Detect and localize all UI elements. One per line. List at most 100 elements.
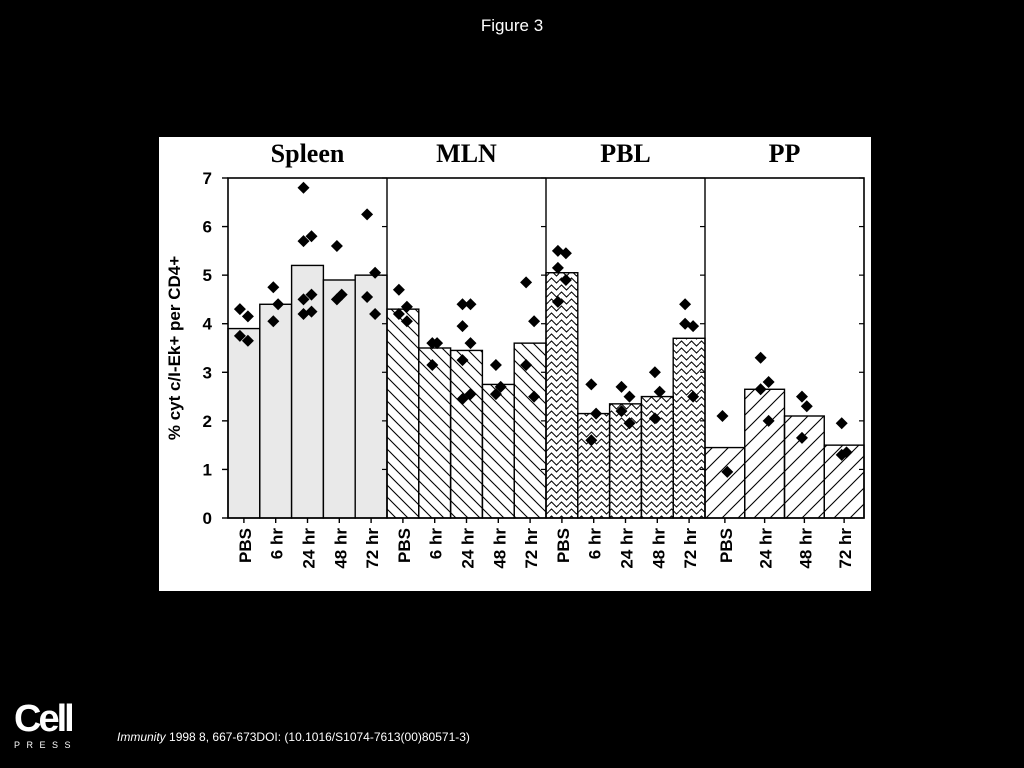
bar-1-1 [418,347,452,519]
data-point-1-2-3 [464,337,477,350]
logo-word: Cell [14,698,75,740]
x-tick-label-1-3: 48 hr [490,528,509,569]
x-tick-label-3-3: 72 hr [836,528,855,569]
data-point-1-4-3 [528,390,541,403]
data-point-3-1-1 [762,376,775,388]
data-point-3-3-0 [835,417,848,430]
y-axis-label: % cyt c/I-Ek+ per CD4+ [165,256,184,440]
x-tick-label-2-2: 24 hr [618,528,637,569]
y-tick-label-3: 3 [203,363,212,382]
data-point-2-3-0 [648,366,661,379]
citation-rest: 1998 8, 667-673DOI: (10.1016/S1074-7613(… [165,730,470,744]
data-point-0-2-3 [305,288,318,301]
bar-1-4 [513,342,547,519]
group-label-1: MLN [436,139,497,168]
bar-0-1 [259,303,293,519]
x-tick-label-0-3: 48 hr [331,528,350,569]
x-tick-label-1-1: 6 hr [427,528,446,560]
bar-3-1 [744,388,786,519]
slide-title: Figure 3 [480,16,544,35]
bar-2-3 [640,395,674,519]
x-tick-label-0-2: 24 hr [300,528,319,569]
bar-0-0 [227,327,261,519]
data-point-1-2-6 [456,393,469,405]
data-point-1-1-2 [426,359,439,371]
data-point-0-2-2 [297,235,310,248]
data-point-2-3-2 [648,412,661,425]
data-point-2-4-2 [679,317,692,330]
citation: Immunity 1998 8, 667-673DOI: (10.1016/S1… [117,730,470,744]
bar-0-4 [354,274,388,519]
data-point-2-0-0 [551,244,564,257]
citation-journal: Immunity [117,730,166,744]
bar-3-0 [704,446,746,519]
x-tick-label-0-4: 72 hr [363,528,382,569]
data-point-2-2-2 [615,405,628,418]
data-point-2-1-0 [585,378,598,391]
data-point-1-4-0 [520,276,533,289]
data-point-1-4-1 [528,315,541,328]
x-tick-label-3-0: PBS [717,528,736,563]
data-point-2-2-1 [623,390,636,403]
group-label-3: PP [769,139,801,168]
y-tick-label-6: 6 [203,218,212,237]
x-tick-label-1-4: 72 hr [522,528,541,569]
data-point-0-4-3 [369,308,382,320]
x-tick-label-0-0: PBS [236,528,255,563]
data-point-0-2-1 [305,230,318,243]
y-tick-label-4: 4 [203,315,213,334]
data-point-2-2-0 [615,380,628,393]
data-point-3-0-1 [721,465,734,478]
bar-2-2 [608,403,643,519]
data-point-0-4-1 [369,266,382,279]
bar-1-0 [386,308,420,519]
data-point-0-1-2 [267,315,280,328]
data-point-2-0-4 [551,295,564,308]
bar-2-4 [672,337,706,519]
cell-press-logo: Cell PRESS [14,700,86,756]
data-point-1-2-2 [456,320,469,333]
data-point-1-1-1 [431,337,444,350]
data-point-0-0-0 [233,303,246,316]
y-tick-label-7: 7 [203,169,212,188]
data-point-0-1-0 [267,281,280,294]
data-point-3-2-1 [800,400,813,413]
data-point-0-2-0 [297,181,310,194]
data-point-1-3-0 [489,359,502,371]
data-point-3-2-0 [795,390,808,403]
data-point-1-0-2 [392,308,405,320]
data-point-1-3-2 [489,388,502,401]
data-point-0-2-6 [297,308,310,320]
bar-0-3 [322,279,356,519]
data-point-2-0-2 [551,261,564,274]
data-point-1-2-1 [464,298,477,311]
y-tick-label-1: 1 [203,460,212,479]
data-point-0-2-4 [297,293,310,306]
data-point-1-2-5 [464,388,477,401]
x-tick-label-0-1: 6 hr [268,528,287,560]
x-tick-label-1-2: 24 hr [459,528,478,569]
data-point-1-4-2 [520,359,533,371]
x-tick-label-2-3: 48 hr [649,528,668,569]
x-tick-label-2-1: 6 hr [586,528,605,560]
data-point-1-2-4 [456,354,469,367]
x-tick-label-2-4: 72 hr [681,528,700,569]
x-tick-label-2-0: PBS [554,528,573,563]
data-point-0-0-1 [241,310,254,323]
data-point-0-4-2 [361,291,374,303]
data-point-3-3-2 [835,448,848,461]
data-point-2-1-2 [585,434,598,447]
x-tick-label-3-2: 48 hr [796,528,815,569]
data-point-3-0-0 [716,410,729,422]
x-tick-label-1-0: PBS [395,528,414,563]
data-point-1-0-3 [400,315,413,328]
group-label-2: PBL [600,139,651,168]
bar-1-2 [449,349,484,519]
x-tick-label-3-1: 24 hr [757,528,776,569]
data-point-2-3-1 [653,385,666,398]
data-point-3-2-2 [795,431,808,444]
data-point-3-1-0 [754,351,767,364]
bar-2-0 [545,272,579,519]
bar-3-2 [783,415,825,519]
